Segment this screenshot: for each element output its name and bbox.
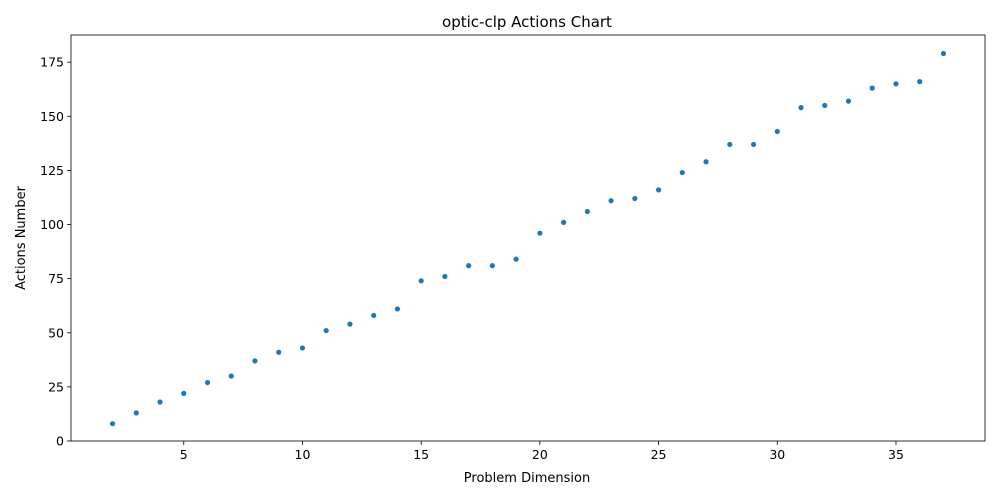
x-tick-label: 15 [413,447,429,462]
data-point [204,379,211,386]
y-tick-label: 25 [48,379,64,394]
y-tick-label: 75 [48,271,64,286]
data-point [299,345,306,351]
data-point [679,169,685,176]
data-point [276,349,282,355]
data-point [181,390,187,396]
data-point [466,263,472,269]
x-tick-label: 20 [532,447,548,462]
data-point [537,230,543,236]
data-point [418,278,424,284]
x-tick-label: 25 [651,447,667,462]
data-point [133,410,139,416]
data-point [371,312,377,319]
data-point [632,195,638,202]
data-point [845,98,852,104]
data-point [561,219,567,225]
data-point [489,263,495,269]
x-axis-ticks: 5 10 15 20 25 30 35 [180,441,904,462]
x-tick-label: 35 [888,447,904,462]
x-axis-label: Problem Dimension [464,471,590,486]
x-tick-label: 10 [295,447,311,462]
data-point [513,256,519,262]
data-point [727,141,733,148]
data-points [109,50,947,427]
data-point [703,159,709,165]
data-point [347,321,353,327]
data-point [584,208,590,215]
data-point [893,81,899,87]
x-tick-label: 5 [180,447,188,462]
data-point [750,141,757,148]
data-point [252,358,258,364]
data-point [109,421,116,427]
data-point [822,102,828,109]
data-point [394,306,401,312]
plot-frame [70,34,986,442]
chart-title: optic-clp Actions Chart [442,13,612,31]
data-point [442,273,448,280]
y-tick-label: 0 [56,434,64,449]
y-axis-label: Actions Number [14,185,29,289]
y-tick-label: 150 [40,109,64,124]
data-point [608,198,614,204]
plot-border [70,34,986,442]
data-point [917,79,923,85]
data-point [228,373,234,379]
data-point [798,105,804,111]
data-point [655,187,662,193]
y-axis-ticks: 0 25 50 75 100 125 150 175 [40,55,71,449]
y-tick-label: 50 [48,325,64,340]
y-tick-label: 175 [40,55,64,70]
data-point [869,85,875,91]
y-tick-label: 100 [40,217,64,232]
data-point [157,399,163,405]
y-tick-label: 125 [40,163,64,178]
data-point [774,128,780,135]
data-point [940,50,947,57]
x-tick-label: 30 [769,447,785,462]
data-point [323,327,329,334]
